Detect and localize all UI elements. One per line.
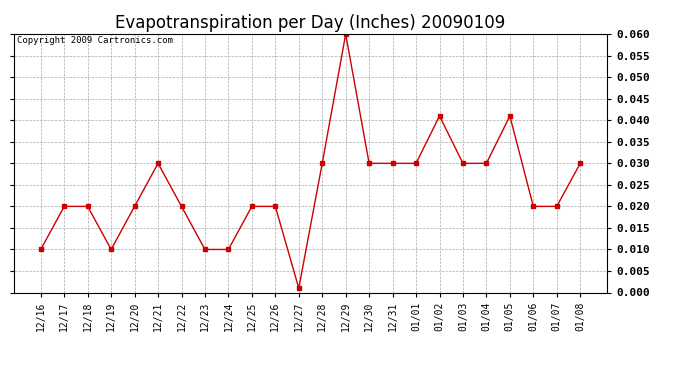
Title: Evapotranspiration per Day (Inches) 20090109: Evapotranspiration per Day (Inches) 2009…: [115, 14, 506, 32]
Text: Copyright 2009 Cartronics.com: Copyright 2009 Cartronics.com: [17, 36, 172, 45]
